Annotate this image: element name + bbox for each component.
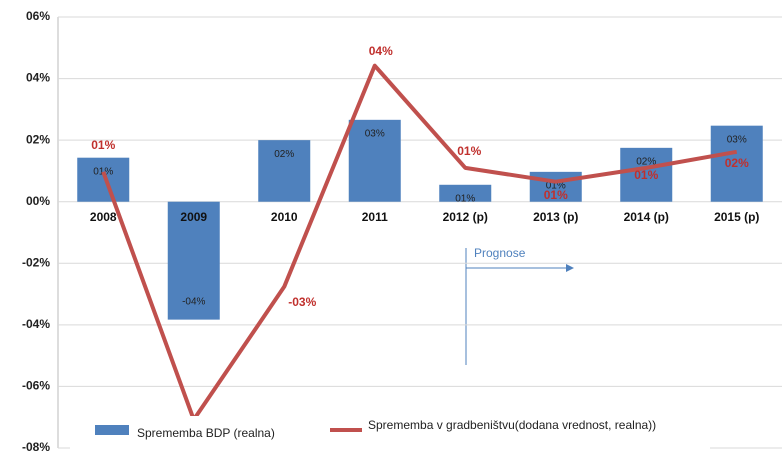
annotation: Prognose — [474, 246, 526, 260]
line-value-label: 02% — [725, 156, 749, 170]
legend-swatch — [95, 425, 129, 435]
y-tick-label: -04% — [22, 317, 50, 331]
line-value-label: 04% — [369, 44, 393, 58]
bar — [710, 125, 763, 202]
line-value-label: -03% — [288, 295, 316, 309]
line-value-label: 01% — [634, 168, 658, 182]
bar-value-label: -04% — [182, 296, 205, 307]
y-tick-label: 04% — [26, 71, 50, 85]
bar-value-label: 01% — [546, 180, 566, 191]
x-tick-label: 2015 (p) — [714, 210, 759, 224]
x-tick-label: 2010 — [271, 210, 298, 224]
bar-value-label: 02% — [274, 149, 294, 160]
line-value-label: 01% — [457, 144, 481, 158]
bar-value-label: 01% — [455, 193, 475, 204]
bar-value-label: 03% — [727, 134, 747, 145]
line-value-label: 01% — [91, 138, 115, 152]
x-tick-label: 2011 — [362, 210, 388, 224]
y-tick-label: -06% — [22, 379, 50, 393]
x-tick-label: 2012 (p) — [443, 210, 488, 224]
x-tick-label: 2008 — [90, 210, 117, 224]
y-tick-label: 02% — [26, 132, 50, 146]
bar — [77, 157, 130, 202]
line-value-label: 01% — [544, 188, 568, 202]
bar-value-label: 03% — [365, 128, 385, 139]
legend-label: Sprememba v gradbeništvu(dodana vrednost… — [368, 418, 656, 432]
bar — [529, 171, 582, 202]
x-tick-label: 2014 (p) — [624, 210, 669, 224]
bar-value-label: 01% — [93, 166, 113, 177]
legend-label: Sprememba BDP (realna) — [137, 426, 275, 440]
bar-value-label: 02% — [636, 156, 656, 167]
y-tick-label: -08% — [22, 440, 50, 453]
x-tick-label: 2013 (p) — [533, 210, 578, 224]
y-tick-label: 06% — [26, 9, 50, 23]
bar — [348, 119, 401, 202]
bar — [258, 140, 311, 202]
bar — [167, 201, 220, 320]
y-tick-label: -02% — [22, 255, 50, 269]
bar — [439, 184, 492, 202]
forecast-arrowhead — [566, 264, 574, 272]
legend-box — [70, 416, 710, 453]
line-series — [101, 63, 738, 422]
bar — [620, 147, 673, 202]
x-tick-label: 2009 — [180, 210, 207, 224]
y-tick-label: 00% — [26, 194, 50, 208]
